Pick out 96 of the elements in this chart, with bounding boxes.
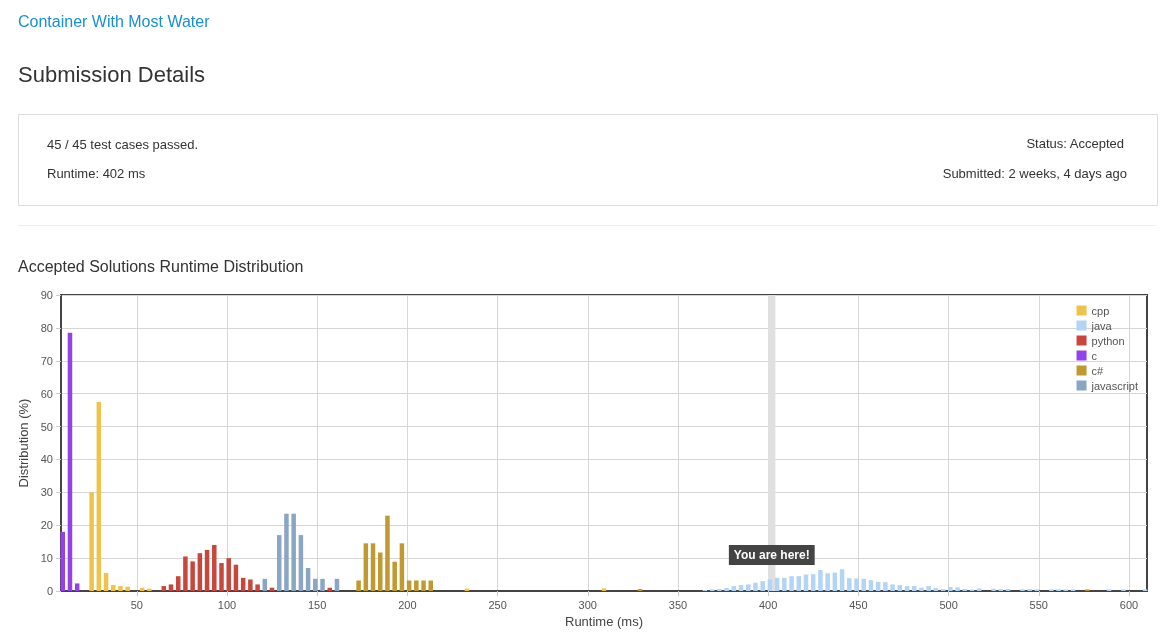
bar <box>753 582 758 591</box>
x-tick-label: 300 <box>578 598 597 611</box>
bar <box>168 584 174 591</box>
bar <box>955 587 960 591</box>
bar <box>356 580 361 591</box>
bar <box>933 588 939 591</box>
band-label: You are here! <box>733 548 810 562</box>
bar <box>378 552 383 591</box>
y-tick-label: 70 <box>40 354 53 367</box>
bar <box>219 563 224 591</box>
bar <box>385 515 390 591</box>
legend-label: cpp <box>1091 304 1110 317</box>
text: Status: Accepted <box>1026 136 1124 151</box>
bar <box>911 586 917 591</box>
bar <box>789 576 794 591</box>
y-tick-label: 20 <box>40 519 53 532</box>
bar <box>284 513 289 591</box>
legend-label: python <box>1091 334 1125 347</box>
bar <box>161 586 167 591</box>
bar <box>327 587 332 591</box>
bar <box>313 578 318 591</box>
bar <box>111 585 116 591</box>
x-axis-title: Runtime (ms) <box>564 614 644 629</box>
bar <box>782 577 787 591</box>
y-tick-label: 80 <box>40 321 53 334</box>
bar <box>883 582 888 591</box>
x-tick-label: 400 <box>758 598 778 611</box>
y-tick-label: 30 <box>40 486 53 499</box>
bar <box>926 586 931 591</box>
bar <box>190 561 195 591</box>
x-tick-label: 50 <box>130 598 143 611</box>
text: Submitted: 2 weeks, 4 days ago <box>942 166 1127 181</box>
bar <box>74 583 80 591</box>
bar <box>248 579 253 591</box>
bar <box>810 574 816 591</box>
bar <box>825 573 830 591</box>
bar <box>212 544 217 591</box>
x-tick-label: 250 <box>488 598 507 611</box>
y-tick-label: 10 <box>40 552 53 565</box>
legend-label: c <box>1091 349 1098 362</box>
text: Container With Most Water <box>18 13 210 31</box>
bar <box>421 580 426 591</box>
bar <box>118 586 123 591</box>
bar <box>767 579 773 591</box>
bar <box>948 587 953 591</box>
x-tick-label: 200 <box>398 598 417 611</box>
bar <box>818 569 823 591</box>
chart-title: Accepted Solutions Runtime Distribution <box>18 258 304 276</box>
bar <box>147 588 152 591</box>
bar <box>183 556 188 591</box>
bar <box>731 586 737 591</box>
bar <box>601 588 607 591</box>
bar <box>847 578 852 591</box>
text: 45 / 45 test cases passed. <box>47 137 199 152</box>
bar <box>414 580 419 591</box>
x-tick-label: 550 <box>1029 598 1048 611</box>
bar <box>89 492 94 591</box>
bar <box>904 586 910 591</box>
y-tick-label: 40 <box>40 453 53 466</box>
y-axis-title: Distribution (%) <box>15 398 31 488</box>
bar <box>175 576 181 591</box>
bar <box>868 580 874 591</box>
bar <box>976 588 982 591</box>
text: Runtime: 402 ms <box>47 166 146 181</box>
bar <box>991 588 996 591</box>
bar <box>796 576 802 591</box>
text: Submission Details <box>18 62 206 88</box>
bar <box>125 586 130 591</box>
bar <box>724 588 729 591</box>
bar <box>392 561 397 591</box>
bar <box>890 584 895 591</box>
legend-label: java <box>1090 319 1113 332</box>
bar <box>255 584 260 591</box>
x-tick-label: 350 <box>668 598 688 611</box>
y-tick-label: 60 <box>40 387 53 400</box>
x-tick-label: 500 <box>939 598 958 611</box>
bar <box>226 558 231 591</box>
bar <box>320 578 325 591</box>
x-tick-label: 600 <box>1119 598 1139 611</box>
bar <box>861 578 866 591</box>
bar <box>291 513 296 591</box>
bar <box>760 581 765 591</box>
bar <box>854 578 859 591</box>
bar <box>746 584 751 591</box>
y-tick-label: 50 <box>40 420 53 433</box>
y-tick-label: 90 <box>40 289 53 301</box>
bar <box>839 569 845 591</box>
bar <box>428 580 434 591</box>
x-tick-label: 100 <box>217 598 237 611</box>
bar <box>919 587 924 591</box>
legend-label: javascript <box>1090 379 1139 392</box>
bar <box>406 580 412 591</box>
x-tick-label: 150 <box>307 598 327 611</box>
legend-label: c# <box>1091 364 1105 377</box>
x-tick-label: 450 <box>849 598 868 611</box>
y-tick-label: 0 <box>46 585 53 597</box>
